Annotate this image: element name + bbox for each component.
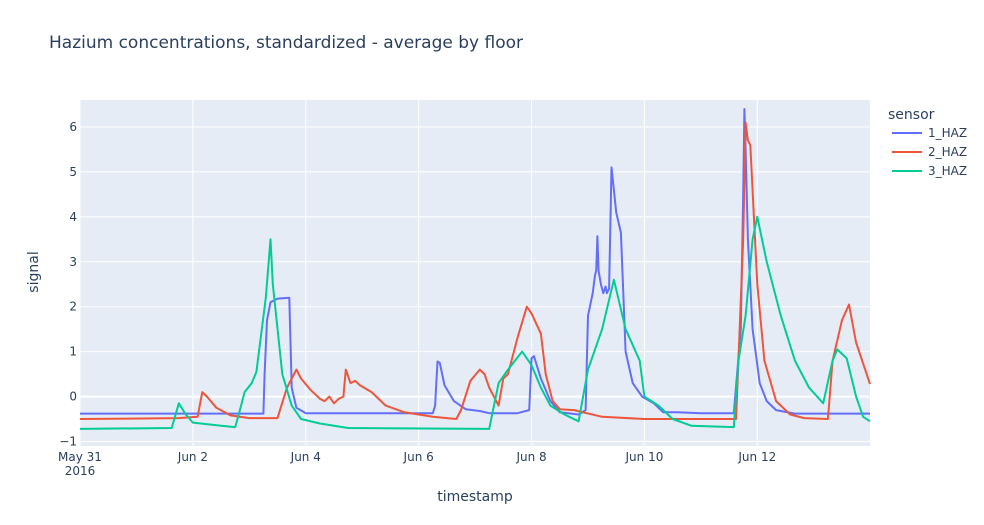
x-tick-label: Jun 12 [737,450,776,464]
legend-label: 3_HAZ [928,164,967,178]
y-tick-label: 5 [69,165,77,179]
series-layer [79,108,871,430]
legend-label: 2_HAZ [928,145,967,159]
series-line-3_HAZ [79,215,871,430]
y-tick-label: 1 [69,345,77,359]
grid [79,100,870,446]
y-axis-ticks: −1 0 1 2 3 4 5 6 [59,120,77,449]
y-tick-label: 6 [69,120,77,134]
y-tick-label: −1 [59,435,77,449]
x-tick-sublabel: 2016 [65,464,96,478]
legend-title: sensor [888,107,935,123]
legend-item-2_HAZ[interactable]: 2_HAZ [892,145,967,159]
y-tick-label: 3 [69,255,77,269]
x-tick-label: Jun 4 [290,450,321,464]
x-tick-label: Jun 2 [177,450,208,464]
y-tick-label: 2 [69,300,77,314]
legend-item-1_HAZ[interactable]: 1_HAZ [892,126,967,140]
y-tick-label: 4 [69,210,77,224]
plot-area [80,100,870,446]
legend[interactable]: sensor 1_HAZ 2_HAZ 3_HAZ [888,107,967,178]
y-axis-title: signal [26,251,42,292]
x-tick-label: Jun 8 [515,450,546,464]
x-tick-label: Jun 10 [625,450,664,464]
series-line-2_HAZ [79,121,871,420]
legend-item-3_HAZ[interactable]: 3_HAZ [892,164,967,178]
chart-title: Hazium concentrations, standardized - av… [49,33,523,53]
x-axis-title: timestamp [437,489,513,505]
x-tick-label: Jun 6 [403,450,434,464]
legend-label: 1_HAZ [928,126,967,140]
y-tick-label: 0 [69,390,77,404]
x-tick-label: May 31 [58,450,102,464]
